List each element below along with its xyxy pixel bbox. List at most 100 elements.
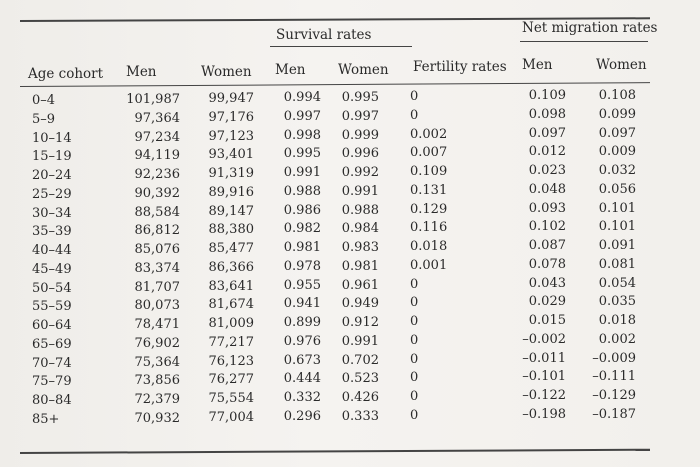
migration-men-cell: 0.109 (528, 88, 566, 103)
migration-men-cell: 0.078 (528, 256, 566, 272)
population-women-cell: 81,674 (208, 297, 255, 313)
migration-women-cell: –0.187 (592, 406, 636, 422)
population-men-cell: 76,902 (134, 335, 181, 351)
migration-men-cell: –0.122 (522, 388, 566, 403)
table-row: 60–64 78,471 81,009 0.899 0.912 0 0.015 0.018 (0, 313, 700, 337)
survival-men-cell: 0.673 (283, 352, 321, 368)
population-women-cell: 76,277 (208, 372, 255, 388)
fertility-rate-cell: 0.116 (410, 220, 448, 236)
table-row: 15–19 94,119 93,401 0.995 0.996 0.007 0.012 0.0… (0, 144, 700, 168)
population-men-cell: 97,234 (134, 129, 181, 145)
fertility-rate-cell: 0 (410, 370, 419, 386)
age-cohort-cell: 60–64 (32, 318, 72, 333)
population-women-cell: 99,947 (208, 91, 255, 106)
survival-women-cell: 0.702 (341, 352, 379, 368)
table-row: 0–4 101,987 99,947 0.994 0.995 0 0.109 0.108 (0, 88, 700, 112)
age-cohort-cell: 80–84 (32, 393, 72, 408)
column-header-fertility-rates: Fertility rates (413, 59, 507, 75)
migration-men-cell: 0.098 (528, 106, 566, 122)
age-cohort-cell: 55–59 (32, 299, 72, 315)
population-women-cell: 97,176 (208, 109, 255, 125)
population-women-cell: 85,477 (208, 241, 255, 256)
population-women-cell: 91,319 (208, 166, 255, 181)
age-cohort-cell: 75–79 (32, 374, 72, 390)
net-migration-rates-header: Net migration rates (522, 20, 658, 36)
table-row: 75–79 73,856 76,277 0.444 0.523 0 –0.101 –0.111 (0, 369, 700, 393)
population-women-cell: 89,147 (208, 203, 255, 219)
survival-men-cell: 0.995 (283, 146, 321, 162)
survival-men-cell: 0.444 (283, 371, 321, 387)
age-cohort-cell: 45–49 (32, 261, 72, 277)
survival-women-cell: 0.996 (341, 146, 379, 162)
survival-men-cell: 0.332 (283, 390, 321, 405)
migration-women-cell: 0.081 (598, 256, 636, 272)
survival-women-cell: 0.426 (341, 390, 379, 405)
survival-men-cell: 0.296 (283, 408, 321, 424)
population-men-cell: 94,119 (134, 148, 181, 164)
survival-men-cell: 0.998 (283, 127, 321, 143)
population-men-cell: 97,364 (134, 110, 181, 126)
migration-men-cell: 0.048 (528, 181, 566, 197)
survival-women-cell: 0.997 (341, 108, 379, 124)
age-cohort-cell: 70–74 (32, 355, 72, 371)
migration-women-cell: 0.108 (598, 88, 636, 103)
header-rule (20, 82, 650, 88)
survival-rates-underline (270, 46, 412, 47)
age-cohort-cell: 65–69 (32, 336, 72, 352)
population-women-cell: 77,217 (208, 334, 255, 350)
population-men-cell: 81,707 (134, 279, 181, 295)
fertility-rate-cell: 0.131 (410, 182, 448, 198)
survival-women-cell: 0.949 (341, 296, 379, 312)
table-row: 30–34 88,584 89,147 0.986 0.988 0.129 0.093 0.1… (0, 201, 700, 225)
survival-men-cell: 0.981 (283, 240, 321, 255)
migration-women-cell: 0.032 (598, 163, 636, 178)
table-row: 10–14 97,234 97,123 0.998 0.999 0.002 0.097 0.0… (0, 126, 700, 150)
migration-men-cell: –0.002 (522, 331, 566, 347)
fertility-rate-cell: 0 (410, 332, 419, 348)
survival-men-cell: 0.955 (283, 277, 321, 293)
migration-men-cell: –0.198 (522, 406, 566, 422)
survival-men-cell: 0.941 (283, 296, 321, 312)
fertility-rate-cell: 0 (410, 351, 419, 367)
fertility-rate-cell: 0 (410, 295, 419, 311)
population-men-cell: 90,392 (134, 185, 181, 201)
population-women-cell: 86,366 (208, 259, 255, 275)
migration-women-cell: 0.099 (598, 106, 636, 122)
table-row: 20–24 92,236 91,319 0.991 0.992 0.109 0.023 0.0… (0, 163, 700, 187)
migration-men-cell: –0.101 (522, 369, 566, 385)
population-men-cell: 70,932 (134, 410, 181, 426)
column-header-age-cohort: Age cohort (28, 66, 104, 82)
survival-men-cell: 0.994 (283, 90, 321, 105)
survival-men-cell: 0.997 (283, 108, 321, 124)
migration-women-cell: 0.091 (598, 238, 636, 253)
population-men-cell: 86,812 (134, 223, 181, 239)
migration-women-cell: 0.018 (598, 313, 636, 328)
migration-men-cell: 0.015 (528, 313, 566, 328)
fertility-rate-cell: 0.002 (410, 126, 448, 142)
fertility-rate-cell: 0 (410, 314, 419, 329)
age-cohort-cell: 5–9 (32, 111, 56, 127)
migration-women-cell: 0.056 (598, 181, 636, 197)
migration-women-cell: 0.035 (598, 294, 636, 310)
population-men-cell: 92,236 (134, 167, 181, 182)
population-men-cell: 88,584 (134, 204, 181, 220)
migration-men-cell: 0.043 (528, 275, 566, 291)
population-men-cell: 85,076 (134, 242, 181, 257)
migration-men-cell: 0.097 (528, 125, 566, 141)
population-men-cell: 75,364 (134, 354, 181, 370)
age-cohort-cell: 50–54 (32, 280, 72, 296)
net-migration-rates-underline (520, 41, 648, 42)
table-row: 50–54 81,707 83,641 0.955 0.961 0 0.043 0.054 (0, 276, 700, 300)
fertility-rate-cell: 0 (410, 407, 419, 423)
migration-women-cell: –0.009 (592, 350, 636, 366)
migration-women-cell: 0.009 (598, 144, 636, 160)
age-cohort-cell: 15–19 (32, 149, 72, 165)
bottom-rule (20, 448, 650, 454)
table-row: 25–29 90,392 89,916 0.988 0.991 0.131 0.048 0.0… (0, 182, 700, 206)
table-row: 55–59 80,073 81,674 0.941 0.949 0 0.029 0.035 (0, 294, 700, 318)
population-men-cell: 101,987 (126, 92, 180, 107)
survival-women-cell: 0.991 (341, 333, 379, 349)
population-women-cell: 83,641 (208, 278, 255, 294)
survival-men-cell: 0.982 (283, 221, 321, 237)
